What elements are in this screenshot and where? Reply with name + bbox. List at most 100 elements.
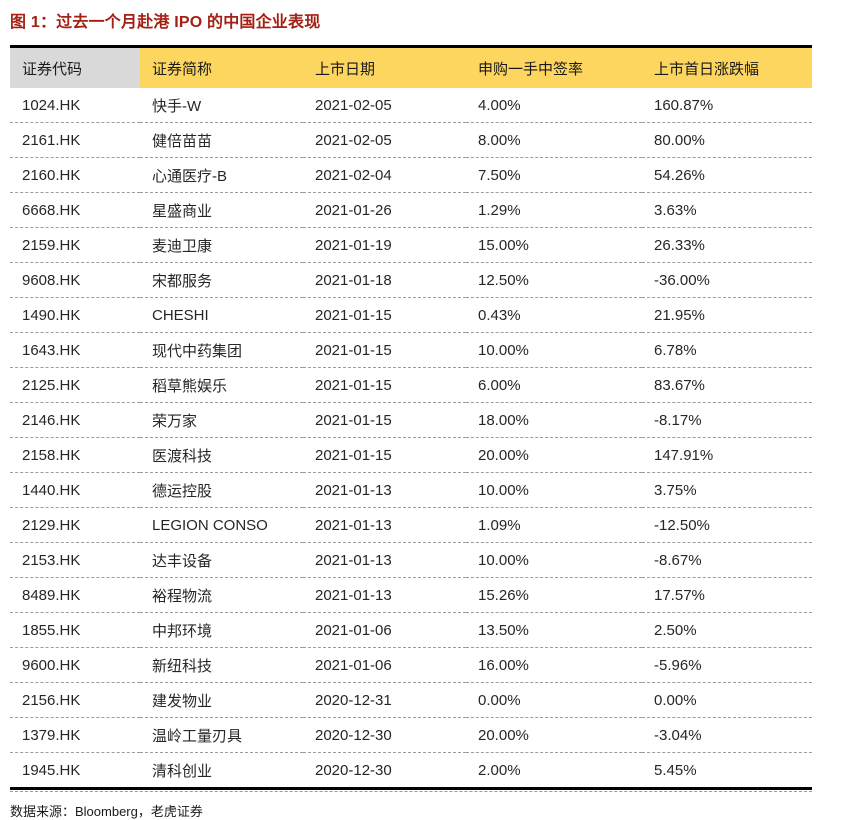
cell-change: 2.50% [642,612,812,648]
cell-code: 2129.HK [10,507,140,543]
table-row: 2159.HK 麦迪卫康 2021-01-19 15.00% 26.33% [10,227,812,263]
table-row: 9600.HK 新纽科技 2021-01-06 16.00% -5.96% [10,647,812,683]
cell-code: 2159.HK [10,227,140,263]
cell-change: 160.87% [642,88,812,123]
column-header-lottery: 申购一手中签率 [466,46,642,88]
cell-name: 星盛商业 [140,192,303,228]
cell-lottery: 0.00% [466,682,642,718]
cell-change: 3.63% [642,192,812,228]
table-row: 6668.HK 星盛商业 2021-01-26 1.29% 3.63% [10,192,812,228]
cell-code: 2161.HK [10,122,140,158]
cell-date: 2020-12-30 [315,761,392,779]
cell-change: 54.26% [642,157,812,193]
cell-name: 稻草熊娱乐 [140,367,303,403]
table-row: 2153.HK 达丰设备 2021-01-13 10.00% -8.67% [10,542,812,578]
cell-code: 9608.HK [10,262,140,298]
cell-date: 2021-01-13 [303,577,466,613]
cell-lottery: 15.26% [466,577,642,613]
cell-lottery: 13.50% [466,612,642,648]
cell-change: 147.91% [642,437,812,473]
cell-date: 2021-01-15 [303,332,466,368]
cell-change: -12.50% [642,507,812,543]
data-source: 数据来源：Bloomberg，老虎证券 [10,804,203,819]
cell-lottery: 16.00% [466,647,642,683]
cell-code: 2153.HK [10,542,140,578]
cell-date: 2021-01-15 [303,437,466,473]
table-row: 1490.HK CHESHI 2021-01-15 0.43% 21.95% [10,297,812,333]
cell-date: 2020-12-31 [303,682,466,718]
figure-container: 图 1：过去一个月赴港 IPO 的中国企业表现 证券代码 证券简称 上市日期 申… [10,14,812,819]
cell-name: 德运控股 [140,472,303,508]
cell-date: 2021-01-13 [303,507,466,543]
cell-name: 麦迪卫康 [140,227,303,263]
table-row: 8489.HK 裕程物流 2021-01-13 15.26% 17.57% [10,577,812,613]
table-row: 1855.HK 中邦环境 2021-01-06 13.50% 2.50% [10,612,812,648]
cell-code: 1945.HK [22,761,81,779]
cell-lottery: 4.00% [466,88,642,123]
cell-change: 0.00% [642,682,812,718]
cell-date: 2021-02-05 [303,122,466,158]
cell-name: 健倍苗苗 [140,122,303,158]
cell-lottery: 1.29% [466,192,642,228]
cell-name: 现代中药集团 [140,332,303,368]
table-row: 1643.HK 现代中药集团 2021-01-15 10.00% 6.78% [10,332,812,368]
table-row: 1945.HK 清科创业 2020-12-30 2.00% 5.45% [10,753,812,789]
cell-lottery: 7.50% [466,157,642,193]
cell-code: 2146.HK [10,402,140,438]
cell-code: 1855.HK [10,612,140,648]
cell-lottery: 1.09% [466,507,642,543]
cell-change: -3.04% [642,717,812,753]
ipo-table: 证券代码 证券简称 上市日期 申购一手中签率 上市首日涨跌幅 1024.HK 快… [10,45,812,790]
column-header-code: 证券代码 [10,46,140,88]
cell-change: 17.57% [642,577,812,613]
cell-lottery: 10.00% [466,332,642,368]
cell-lottery: 18.00% [466,402,642,438]
bottom-divider [10,791,812,792]
cell-date: 2021-01-13 [303,472,466,508]
cell-name: 心通医疗-B [140,157,303,193]
cell-date: 2021-01-06 [303,647,466,683]
cell-name: 建发物业 [140,682,303,718]
cell-name: 中邦环境 [140,612,303,648]
table-row: 1379.HK 温岭工量刃具 2020-12-30 20.00% -3.04% [10,717,812,753]
cell-name: 医渡科技 [140,437,303,473]
cell-lottery: 0.43% [466,297,642,333]
cell-code: 2158.HK [10,437,140,473]
cell-name: 荣万家 [140,402,303,438]
table-row: 9608.HK 宋都服务 2021-01-18 12.50% -36.00% [10,262,812,298]
cell-code: 6668.HK [10,192,140,228]
cell-name: 快手-W [140,88,303,123]
cell-code: 1490.HK [10,297,140,333]
cell-date: 2021-01-19 [303,227,466,263]
table-row: 1024.HK 快手-W 2021-02-05 4.00% 160.87% [10,88,812,123]
cell-lottery: 20.00% [466,717,642,753]
cell-lottery: 20.00% [466,437,642,473]
table-row: 2156.HK 建发物业 2020-12-31 0.00% 0.00% [10,682,812,718]
column-header-name: 证券简称 [140,46,303,88]
cell-change: 21.95% [642,297,812,333]
cell-code: 1379.HK [10,717,140,753]
cell-lottery: 10.00% [466,472,642,508]
cell-lottery: 2.00% [478,761,521,779]
cell-change: -5.96% [642,647,812,683]
cell-date: 2021-01-15 [303,297,466,333]
cell-code: 2125.HK [10,367,140,403]
cell-date: 2021-01-13 [303,542,466,578]
cell-name: 温岭工量刃具 [140,717,303,753]
table-row: 2125.HK 稻草熊娱乐 2021-01-15 6.00% 83.67% [10,367,812,403]
cell-name: 宋都服务 [140,262,303,298]
cell-code: 2160.HK [10,157,140,193]
cell-date: 2021-02-05 [303,88,466,123]
table-row: 1440.HK 德运控股 2021-01-13 10.00% 3.75% [10,472,812,508]
cell-lottery: 10.00% [466,542,642,578]
cell-date: 2021-01-15 [303,367,466,403]
cell-lottery: 12.50% [466,262,642,298]
cell-change: 5.45% [654,761,697,779]
table-row: 2158.HK 医渡科技 2021-01-15 20.00% 147.91% [10,437,812,473]
cell-lottery: 8.00% [466,122,642,158]
cell-code: 1024.HK [10,88,140,123]
cell-change: -8.67% [642,542,812,578]
cell-lottery: 6.00% [466,367,642,403]
cell-change: -8.17% [642,402,812,438]
cell-code: 2156.HK [10,682,140,718]
